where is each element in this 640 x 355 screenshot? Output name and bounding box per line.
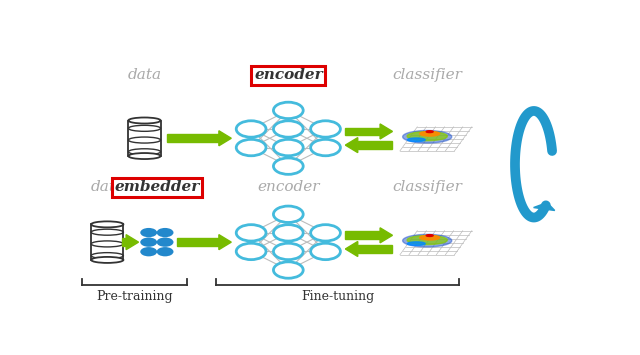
Ellipse shape (129, 153, 161, 159)
Text: data: data (90, 180, 124, 195)
Polygon shape (534, 203, 555, 211)
Circle shape (236, 243, 266, 260)
Circle shape (140, 247, 157, 256)
Circle shape (310, 140, 340, 156)
Polygon shape (426, 235, 433, 236)
Polygon shape (420, 131, 440, 136)
Circle shape (236, 225, 266, 241)
Circle shape (310, 121, 340, 137)
Circle shape (273, 140, 303, 156)
Polygon shape (346, 241, 358, 257)
Polygon shape (380, 124, 392, 139)
Text: encoder: encoder (254, 69, 323, 82)
Circle shape (140, 237, 157, 247)
Circle shape (273, 102, 303, 119)
Circle shape (157, 247, 173, 256)
Circle shape (273, 206, 303, 223)
Polygon shape (380, 228, 392, 243)
Polygon shape (426, 131, 433, 132)
Polygon shape (408, 242, 425, 245)
Circle shape (310, 243, 340, 260)
Polygon shape (407, 235, 447, 245)
Polygon shape (346, 231, 380, 239)
Polygon shape (403, 234, 452, 247)
Bar (91, 224, 124, 260)
Circle shape (236, 140, 266, 156)
Polygon shape (408, 138, 425, 142)
Text: data: data (127, 69, 161, 82)
Circle shape (273, 262, 303, 278)
Text: encoder: encoder (257, 180, 319, 195)
Circle shape (140, 228, 157, 237)
Circle shape (273, 121, 303, 137)
Polygon shape (177, 238, 219, 246)
Ellipse shape (129, 118, 161, 124)
Polygon shape (167, 135, 219, 142)
Circle shape (273, 225, 303, 241)
Text: embedder: embedder (115, 180, 200, 195)
Polygon shape (420, 235, 440, 240)
Circle shape (157, 237, 173, 247)
Text: classifier: classifier (392, 69, 462, 82)
Text: Fine-tuning: Fine-tuning (301, 290, 374, 303)
Circle shape (157, 228, 173, 237)
Bar (129, 120, 161, 156)
Circle shape (310, 225, 340, 241)
Polygon shape (219, 131, 231, 146)
Polygon shape (358, 141, 392, 149)
Polygon shape (219, 235, 231, 250)
Text: classifier: classifier (392, 180, 462, 195)
Polygon shape (346, 138, 358, 153)
Polygon shape (346, 127, 380, 135)
Polygon shape (122, 238, 126, 246)
Polygon shape (126, 235, 138, 250)
Text: Pre-training: Pre-training (96, 290, 173, 303)
Ellipse shape (91, 222, 124, 228)
Circle shape (273, 243, 303, 260)
Circle shape (236, 121, 266, 137)
Ellipse shape (91, 257, 124, 263)
Polygon shape (407, 132, 447, 141)
Polygon shape (358, 245, 392, 253)
Circle shape (273, 158, 303, 174)
Polygon shape (403, 131, 452, 143)
